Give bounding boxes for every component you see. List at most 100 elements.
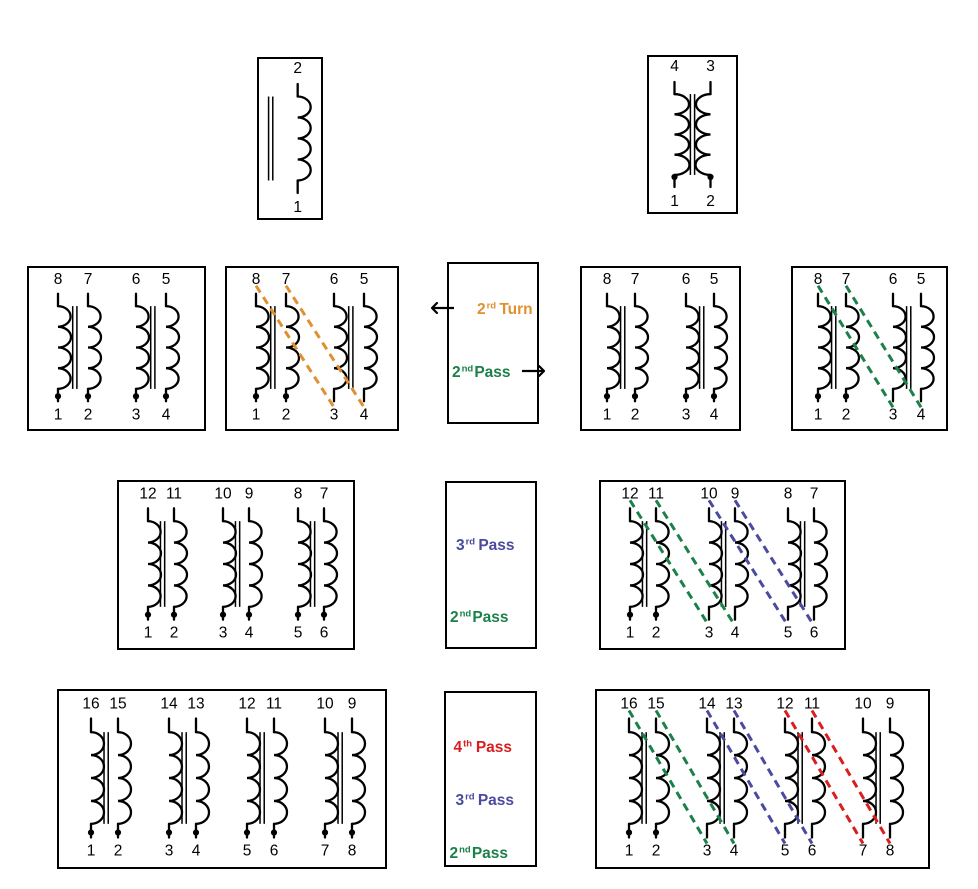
svg-text:8: 8 bbox=[784, 485, 793, 502]
svg-text:3: 3 bbox=[705, 625, 714, 642]
svg-text:14: 14 bbox=[160, 695, 178, 712]
svg-text:3: 3 bbox=[330, 406, 339, 423]
svg-text:15: 15 bbox=[109, 695, 126, 712]
svg-text:2: 2 bbox=[842, 406, 851, 423]
svg-text:8: 8 bbox=[252, 271, 261, 288]
svg-text:3: 3 bbox=[132, 406, 141, 423]
svg-text:4: 4 bbox=[670, 58, 679, 75]
svg-text:3: 3 bbox=[682, 406, 691, 423]
svg-text:4: 4 bbox=[730, 843, 739, 860]
svg-text:11: 11 bbox=[166, 485, 182, 502]
svg-text:2: 2 bbox=[114, 843, 123, 860]
svg-text:7: 7 bbox=[282, 271, 291, 288]
svg-text:5: 5 bbox=[162, 271, 171, 288]
svg-text:5: 5 bbox=[710, 271, 719, 288]
svg-text:1: 1 bbox=[293, 199, 302, 216]
svg-text:8: 8 bbox=[814, 271, 823, 288]
svg-text:4: 4 bbox=[454, 739, 463, 756]
svg-text:16: 16 bbox=[82, 695, 99, 712]
svg-text:1: 1 bbox=[144, 625, 153, 642]
svg-text:3: 3 bbox=[219, 625, 228, 642]
svg-text:13: 13 bbox=[187, 695, 204, 712]
svg-text:7: 7 bbox=[859, 843, 868, 860]
svg-text:6: 6 bbox=[320, 625, 329, 642]
svg-text:1: 1 bbox=[625, 843, 634, 860]
svg-text:8: 8 bbox=[886, 843, 895, 860]
svg-text:nd: nd bbox=[459, 845, 471, 856]
svg-text:6: 6 bbox=[889, 271, 898, 288]
svg-text:Pass: Pass bbox=[478, 792, 514, 809]
svg-text:6: 6 bbox=[810, 625, 819, 642]
svg-text:14: 14 bbox=[698, 695, 716, 712]
svg-text:2: 2 bbox=[293, 60, 302, 77]
svg-text:Turn: Turn bbox=[499, 301, 532, 318]
svg-text:12: 12 bbox=[238, 695, 255, 712]
svg-text:4: 4 bbox=[162, 406, 171, 423]
svg-text:1: 1 bbox=[626, 625, 635, 642]
svg-text:11: 11 bbox=[648, 485, 664, 502]
svg-text:2: 2 bbox=[450, 609, 459, 626]
svg-text:9: 9 bbox=[886, 695, 895, 712]
svg-text:4: 4 bbox=[917, 406, 926, 423]
svg-text:2: 2 bbox=[452, 364, 461, 381]
svg-text:4: 4 bbox=[245, 625, 254, 642]
svg-text:2: 2 bbox=[706, 193, 715, 210]
svg-text:rd: rd bbox=[487, 301, 497, 312]
svg-text:7: 7 bbox=[631, 271, 640, 288]
svg-text:2: 2 bbox=[170, 625, 179, 642]
svg-text:5: 5 bbox=[917, 271, 926, 288]
svg-text:8: 8 bbox=[54, 271, 63, 288]
svg-text:1: 1 bbox=[603, 406, 612, 423]
svg-text:rd: rd bbox=[465, 792, 475, 803]
svg-text:2: 2 bbox=[477, 301, 486, 318]
svg-text:6: 6 bbox=[330, 271, 339, 288]
svg-text:2: 2 bbox=[450, 845, 459, 862]
svg-text:5: 5 bbox=[784, 625, 793, 642]
svg-text:16: 16 bbox=[620, 695, 637, 712]
svg-text:3: 3 bbox=[889, 406, 898, 423]
svg-text:2: 2 bbox=[652, 843, 661, 860]
svg-text:1: 1 bbox=[670, 193, 679, 210]
svg-text:Pass: Pass bbox=[472, 609, 508, 626]
svg-text:2: 2 bbox=[282, 406, 291, 423]
svg-text:rd: rd bbox=[466, 537, 476, 548]
svg-text:12: 12 bbox=[139, 485, 156, 502]
svg-text:Pass: Pass bbox=[472, 845, 508, 862]
svg-text:4: 4 bbox=[360, 406, 369, 423]
svg-text:8: 8 bbox=[294, 485, 303, 502]
svg-text:3: 3 bbox=[456, 792, 465, 809]
svg-text:4: 4 bbox=[710, 406, 719, 423]
svg-text:7: 7 bbox=[320, 485, 329, 502]
svg-text:th: th bbox=[463, 739, 472, 750]
svg-text:7: 7 bbox=[84, 271, 93, 288]
svg-text:11: 11 bbox=[266, 695, 282, 712]
svg-text:5: 5 bbox=[294, 625, 303, 642]
svg-text:1: 1 bbox=[54, 406, 63, 423]
svg-text:3: 3 bbox=[456, 537, 465, 554]
svg-text:3: 3 bbox=[703, 843, 712, 860]
svg-text:11: 11 bbox=[804, 695, 820, 712]
svg-text:4: 4 bbox=[192, 843, 201, 860]
svg-text:nd: nd bbox=[460, 609, 472, 620]
svg-text:8: 8 bbox=[348, 843, 357, 860]
svg-text:9: 9 bbox=[348, 695, 357, 712]
svg-text:1: 1 bbox=[814, 406, 823, 423]
svg-text:6: 6 bbox=[682, 271, 691, 288]
svg-text:2: 2 bbox=[84, 406, 93, 423]
svg-text:7: 7 bbox=[810, 485, 819, 502]
svg-text:5: 5 bbox=[781, 843, 790, 860]
svg-text:5: 5 bbox=[360, 271, 369, 288]
svg-text:12: 12 bbox=[776, 695, 793, 712]
svg-text:10: 10 bbox=[316, 695, 334, 712]
svg-text:5: 5 bbox=[243, 843, 252, 860]
svg-text:2: 2 bbox=[652, 625, 661, 642]
svg-text:7: 7 bbox=[321, 843, 330, 860]
svg-text:13: 13 bbox=[725, 695, 742, 712]
svg-text:3: 3 bbox=[165, 843, 174, 860]
svg-text:nd: nd bbox=[462, 364, 474, 375]
svg-text:6: 6 bbox=[132, 271, 141, 288]
svg-text:9: 9 bbox=[245, 485, 254, 502]
svg-text:15: 15 bbox=[647, 695, 664, 712]
svg-text:3: 3 bbox=[706, 58, 715, 75]
svg-text:2: 2 bbox=[631, 406, 640, 423]
